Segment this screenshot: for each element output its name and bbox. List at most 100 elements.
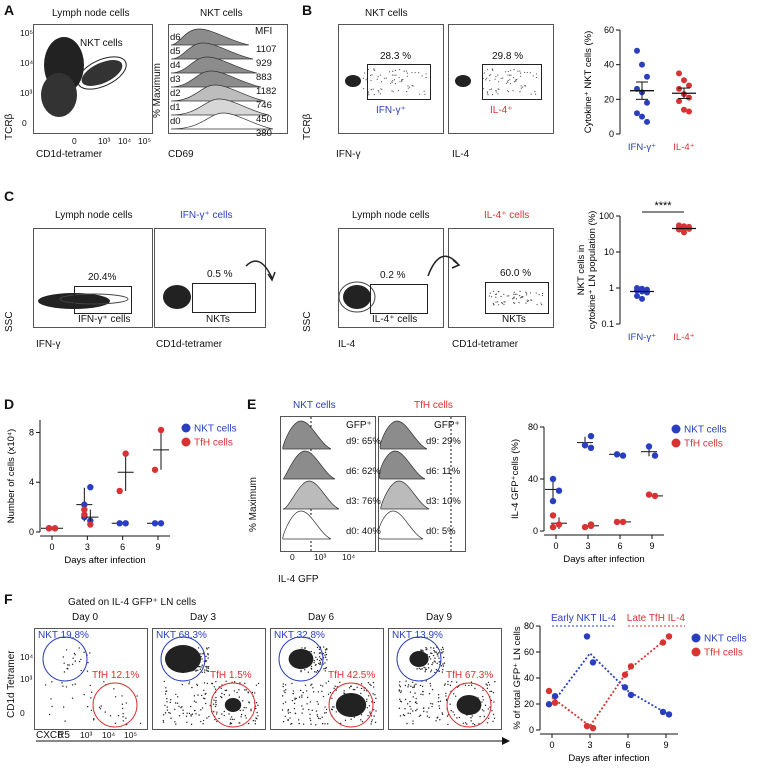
data-point bbox=[549, 512, 557, 519]
x-tick: 10⁴ bbox=[342, 552, 356, 562]
nkt-gate-percent: NKT 32.8% bbox=[274, 630, 325, 641]
y-tick-label: 40 bbox=[528, 474, 538, 484]
x-tick-label: 0 bbox=[49, 542, 54, 552]
panel-a-hist-y-axis: % Maximum bbox=[152, 62, 163, 118]
flow-dots bbox=[278, 636, 377, 728]
panel-e-gfp-chart: 0 40 80 0 3 6 9 Days after infection IL-4 GFP⁺ce… bbox=[510, 422, 727, 565]
x-tick-label: 3 bbox=[585, 541, 590, 551]
panel-c-y-axis-right: SSC bbox=[302, 311, 313, 332]
data-point bbox=[587, 432, 595, 440]
data-point bbox=[583, 633, 591, 640]
panel-c-g4-label: NKTs bbox=[502, 314, 526, 325]
data-point bbox=[549, 497, 557, 505]
x-tick-label: 3 bbox=[587, 740, 592, 750]
histogram-mfi: 929 bbox=[256, 58, 272, 69]
panel-letter-d: D bbox=[4, 396, 15, 412]
data-point bbox=[613, 451, 621, 458]
data-point bbox=[681, 106, 687, 113]
histogram-mfi: 450 bbox=[256, 114, 272, 125]
data-point bbox=[589, 724, 597, 732]
panel-c-gate-il4 bbox=[370, 284, 428, 314]
panel-c-dots4 bbox=[488, 290, 544, 306]
flow-day-label: Day 3 bbox=[190, 612, 217, 623]
y-tick: 0 bbox=[20, 708, 25, 718]
significance-label: **** bbox=[654, 200, 672, 212]
data-point bbox=[87, 484, 94, 491]
y-tick-label: 40 bbox=[524, 673, 534, 683]
panel-c-left-title2: IFN-γ⁺ cells bbox=[180, 210, 233, 221]
data-point bbox=[122, 520, 129, 527]
nkt-gate-percent: NKT 19.8% bbox=[38, 630, 89, 641]
y-tick-label: 8 bbox=[29, 427, 34, 437]
histogram-gfp-percent: d0: 40% bbox=[346, 526, 381, 537]
histogram-gfp-percent: d3: 76% bbox=[346, 496, 381, 507]
data-point bbox=[639, 61, 645, 68]
x-tick: 10³ bbox=[98, 136, 111, 146]
x-axis-label: Days after infection bbox=[64, 555, 145, 566]
panel-c-g1-pct: 20.4% bbox=[88, 272, 117, 283]
y-tick-label: 0 bbox=[609, 129, 614, 139]
data-point bbox=[549, 523, 557, 531]
y-tick: 0 bbox=[22, 118, 27, 128]
data-point bbox=[81, 506, 88, 513]
data-point bbox=[651, 492, 659, 500]
legend-marker bbox=[181, 437, 191, 447]
flow-day-label: Day 6 bbox=[308, 612, 335, 623]
data-point bbox=[116, 487, 123, 495]
y-axis-label: IL-4 GFP⁺cells (%) bbox=[510, 439, 521, 519]
histogram-trace bbox=[380, 480, 430, 510]
panel-e-hist-tfh-svg bbox=[377, 417, 452, 551]
panel-a-x-axis1: CD1d-tetramer bbox=[36, 149, 103, 160]
legend-label: NKT cells bbox=[194, 424, 237, 435]
histogram-mfi: 746 bbox=[256, 100, 272, 111]
histogram-gfp-percent: d3: 10% bbox=[426, 496, 461, 507]
data-point bbox=[583, 722, 591, 730]
x-tick: 0 bbox=[290, 552, 295, 562]
panel-letter-e: E bbox=[247, 396, 257, 412]
data-point bbox=[681, 77, 687, 84]
nkt-gate bbox=[278, 636, 324, 682]
data-point bbox=[665, 633, 673, 640]
histogram-trace bbox=[282, 510, 332, 540]
panel-b-x-axis2: IL-4 bbox=[452, 149, 470, 160]
data-point bbox=[686, 94, 692, 101]
panel-a-y-axis: TCRβ bbox=[4, 113, 15, 140]
category-label: IFN-γ⁺ bbox=[628, 142, 656, 153]
early-phase-label: Early NKT IL-4 bbox=[551, 613, 617, 624]
y-tick: 10⁴ bbox=[20, 58, 34, 68]
y-tick-label: 0.1 bbox=[601, 319, 614, 329]
data-point bbox=[639, 295, 645, 302]
y-tick-label: 0 bbox=[529, 725, 534, 735]
flow-dots bbox=[160, 636, 260, 728]
histogram-trace bbox=[170, 70, 262, 88]
data-point bbox=[665, 711, 673, 718]
panel-a-density bbox=[41, 37, 127, 117]
panel-b-flow-plot-ifng bbox=[338, 24, 444, 134]
data-point bbox=[686, 82, 692, 89]
legend-marker bbox=[671, 438, 681, 448]
panel-e-title1: NKT cells bbox=[293, 400, 336, 411]
data-point bbox=[81, 501, 88, 508]
panel-c-x-cd1d-left: CD1d-tetramer bbox=[156, 339, 223, 350]
series-line bbox=[551, 651, 667, 714]
y-axis-label: Number of cells (x10⁴) bbox=[6, 429, 17, 523]
data-point bbox=[555, 487, 563, 494]
histogram-trace bbox=[170, 28, 250, 46]
legend-marker bbox=[181, 423, 191, 433]
data-point bbox=[639, 113, 645, 120]
x-tick-label: 6 bbox=[120, 542, 125, 552]
histogram-trace bbox=[170, 56, 258, 74]
panel-letter-a: A bbox=[4, 2, 15, 18]
x-tick-label: 0 bbox=[549, 740, 554, 750]
histogram-day: d6 bbox=[170, 32, 181, 43]
panel-c-g1-label: IFN-γ⁺ cells bbox=[78, 314, 131, 325]
data-point bbox=[587, 522, 595, 529]
legend-label: NKT cells bbox=[684, 425, 727, 436]
y-tick-label: 20 bbox=[604, 94, 614, 104]
tfh-gate-percent: TfH 12.1% bbox=[92, 670, 140, 681]
nkt-gate bbox=[160, 636, 206, 682]
nkt-gate-percent: NKT 68.3% bbox=[156, 630, 207, 641]
series-line bbox=[551, 638, 667, 728]
histogram-gfp-percent: d0: 5% bbox=[426, 526, 456, 537]
